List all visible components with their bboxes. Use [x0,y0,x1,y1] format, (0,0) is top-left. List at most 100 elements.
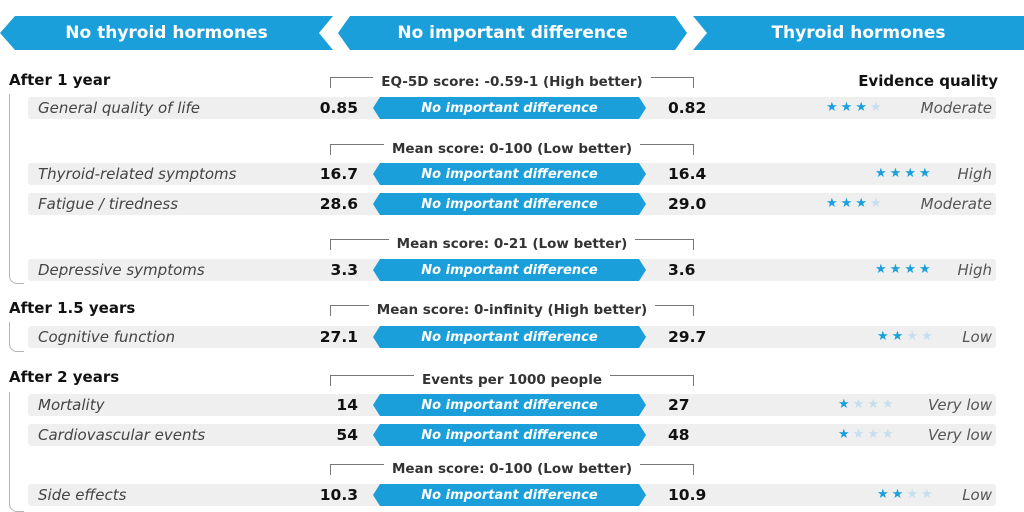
scale-caption-text: Mean score: 0-21 (Low better) [396,236,628,252]
evidence-stars: ★★★★ [838,394,897,416]
star-icon: ★ [881,397,897,412]
value-no-thyroid-hormones: 0.85 [319,99,358,117]
evidence-quality-label: High [957,261,992,279]
outcome-label: Thyroid-related symptoms [38,165,237,183]
star-icon: ★ [877,329,892,344]
star-icon: ★ [875,166,890,181]
value-no-thyroid-hormones: 54 [336,426,358,444]
star-icon: ★ [855,196,870,211]
star-icon: ★ [826,196,841,211]
star-icon: ★ [889,262,905,277]
evidence-quality-label: Low [962,486,992,504]
scale-caption-text: Events per 1000 people [422,372,602,388]
value-thyroid-hormones: 0.82 [668,99,707,117]
star-icon: ★ [877,487,892,502]
star-icon: ★ [918,166,934,181]
scale-caption-text: Mean score: 0-infinity (High better) [376,302,648,318]
value-no-thyroid-hormones: 27.1 [319,328,358,346]
section-title-1-year: After 1 year [9,71,111,89]
star-icon: ★ [891,329,907,344]
star-icon: ★ [920,487,936,502]
evidence-quality-label: Low [962,328,992,346]
evidence-stars: ★★★★ [826,193,885,215]
star-icon: ★ [920,329,936,344]
value-thyroid-hormones: 16.4 [668,165,707,183]
star-icon: ★ [918,262,934,277]
value-no-thyroid-hormones: 14 [336,396,358,414]
scale-bracket-line [330,76,374,88]
scale-caption: EQ-5D score: -0.59-1 (High better) [330,72,694,92]
evidence-quality-label: Very low [927,396,992,414]
evidence-stars: ★★★★ [826,97,885,119]
outcome-label: Cognitive function [38,328,176,346]
scale-bracket-line [640,463,695,475]
outcome-label: Fatigue / tiredness [38,195,179,213]
evidence-stars: ★★★★ [838,424,897,446]
outcome-label: General quality of life [38,99,201,117]
section-title-2-years: After 2 years [9,368,120,386]
outcome-label: Mortality [38,396,105,414]
evidence-stars: ★★★★ [877,484,936,506]
scale-caption: Mean score: 0-100 (Low better) [330,139,695,159]
value-no-thyroid-hormones: 16.7 [319,165,358,183]
star-icon: ★ [904,262,919,277]
evidence-stars: ★★★★ [875,259,934,281]
scale-caption-text: EQ-5D score: -0.59-1 (High better) [381,74,643,90]
difference-pill: No important difference [373,326,646,348]
difference-pill: No important difference [373,193,646,215]
star-icon: ★ [826,100,841,115]
difference-pill: No important difference [373,97,646,119]
star-icon: ★ [889,166,905,181]
star-icon: ★ [867,397,882,412]
scale-bracket-line [330,238,389,250]
scale-caption: Mean score: 0-100 (Low better) [330,459,695,479]
evidence-quality-label: Moderate [920,99,992,117]
star-icon: ★ [840,100,856,115]
section-bracket [9,392,24,512]
star-icon: ★ [852,397,868,412]
scale-bracket-line [640,143,695,155]
difference-pill: No important difference [373,163,646,185]
difference-pill: No important difference [373,484,646,506]
star-icon: ★ [852,427,868,442]
star-icon: ★ [869,196,885,211]
value-no-thyroid-hormones: 10.3 [319,486,358,504]
evidence-stars: ★★★★ [877,326,936,348]
header-thyroid-hormones: Thyroid hormones [693,16,1024,50]
evidence-quality-label: Very low [927,426,992,444]
star-icon: ★ [906,487,921,502]
difference-pill: No important difference [373,424,646,446]
header-no-important-difference: No important difference [338,16,687,50]
value-thyroid-hormones: 27 [668,396,690,414]
scale-bracket-line [330,463,384,475]
star-icon: ★ [875,262,890,277]
section-title-1-5-years: After 1.5 years [9,299,136,317]
scale-bracket-line [635,238,694,250]
value-thyroid-hormones: 48 [668,426,690,444]
evidence-quality-label: High [957,165,992,183]
value-thyroid-hormones: 3.6 [668,261,696,279]
star-icon: ★ [838,427,853,442]
scale-bracket-line [655,304,695,316]
evidence-quality-title: Evidence quality [858,72,998,90]
scale-bracket-line [330,304,369,316]
evidence-quality-label: Moderate [920,195,992,213]
section-bracket [9,94,24,284]
section-bracket [9,322,24,352]
value-no-thyroid-hormones: 3.3 [330,261,358,279]
star-icon: ★ [840,196,856,211]
scale-caption: Events per 1000 people [330,370,695,390]
star-icon: ★ [904,166,919,181]
scale-caption: Mean score: 0-21 (Low better) [330,234,694,254]
scale-bracket-line [610,374,695,386]
star-icon: ★ [838,397,853,412]
outcome-label: Depressive symptoms [38,261,205,279]
scale-caption: Mean score: 0-infinity (High better) [330,300,695,320]
scale-caption-text: Mean score: 0-100 (Low better) [391,141,633,157]
scale-bracket-line [330,374,415,386]
star-icon: ★ [867,427,882,442]
value-thyroid-hormones: 10.9 [668,486,707,504]
star-icon: ★ [906,329,921,344]
star-icon: ★ [891,487,907,502]
scale-bracket-line [330,143,384,155]
